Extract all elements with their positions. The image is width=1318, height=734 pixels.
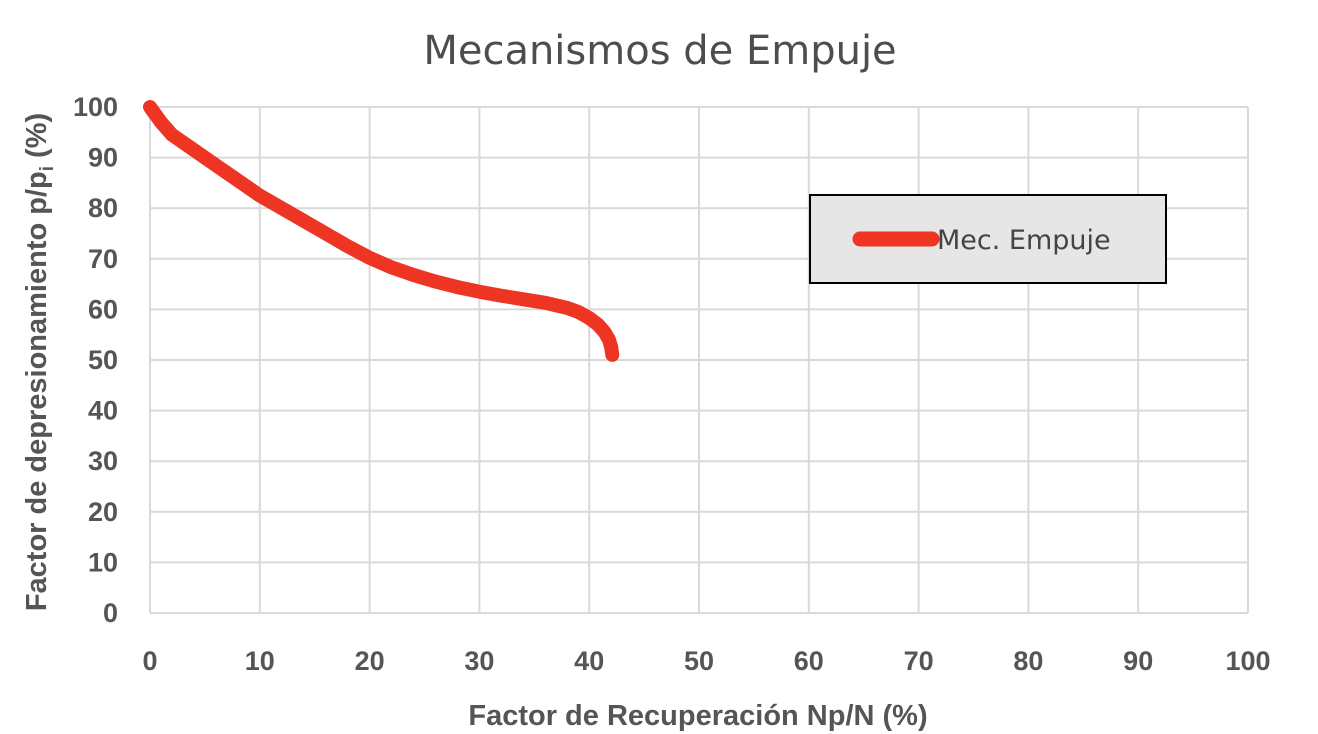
x-tick-label: 20 (355, 646, 385, 676)
x-tick-label: 40 (574, 646, 604, 676)
y-axis-ticks: 0 10 20 30 40 50 60 70 80 90 100 (73, 92, 118, 628)
y-tick-label: 0 (103, 598, 118, 628)
y-axis-title-tail: (%) (21, 113, 53, 166)
x-tick-label: 100 (1225, 646, 1270, 676)
y-tick-label: 60 (88, 294, 118, 324)
x-tick-label: 90 (1123, 646, 1153, 676)
x-axis-ticks: 0 10 20 30 40 50 60 70 80 90 100 (142, 646, 1270, 676)
y-tick-label: 30 (88, 446, 118, 476)
y-tick-label: 20 (88, 497, 118, 527)
y-axis-title-main: Factor de depresionamiento p/p (21, 171, 53, 611)
y-tick-label: 10 (88, 547, 118, 577)
y-tick-label: 50 (88, 345, 118, 375)
y-tick-label: 80 (88, 193, 118, 223)
x-tick-label: 60 (794, 646, 824, 676)
y-tick-label: 100 (73, 92, 118, 122)
series-line-mec-empuje (143, 100, 620, 362)
y-tick-label: 40 (88, 396, 118, 426)
y-tick-label: 90 (88, 143, 118, 173)
x-tick-label: 50 (684, 646, 714, 676)
series-layer (143, 100, 620, 362)
x-tick-label: 70 (904, 646, 934, 676)
x-tick-label: 80 (1013, 646, 1043, 676)
legend: Mec. Empuje (809, 194, 1167, 284)
x-tick-label: 30 (464, 646, 494, 676)
x-axis-title: Factor de Recuperación Np/N (%) (468, 700, 927, 732)
x-tick-label: 0 (142, 646, 157, 676)
chart-title: Mecanismos de Empuje (423, 28, 896, 74)
y-axis-title-subscript: i (37, 166, 58, 171)
x-tick-label: 10 (245, 646, 275, 676)
grid (149, 106, 1249, 614)
y-tick-label: 70 (88, 244, 118, 274)
legend-label-mec-empuje: Mec. Empuje (937, 225, 1111, 256)
y-axis-title: Factor de depresionamiento p/pi (%) (21, 113, 58, 611)
